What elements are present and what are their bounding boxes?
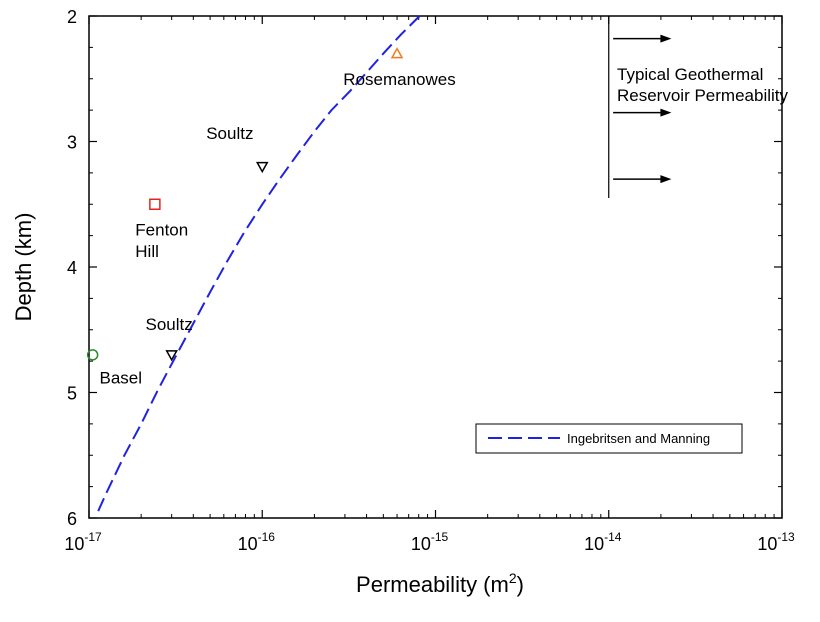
reservoir-label: Typical Geothermal [617, 65, 763, 84]
reservoir-arrow-head [660, 34, 672, 43]
legend-label: Ingebritsen and Manning [567, 431, 710, 446]
annotation-label: Soultz [145, 315, 192, 334]
reservoir-label: Reservoir Permeability [617, 86, 788, 105]
y-axis-title: Depth (km) [11, 213, 36, 322]
x-tick-label: 10-17 [64, 530, 102, 554]
points-layer [86, 47, 404, 362]
y-tick-label: 5 [67, 384, 77, 404]
y-axis-ticks: 2 3 4 5 6 [67, 7, 782, 529]
y-tick-label: 6 [67, 509, 77, 529]
annotation-label: Basel [100, 369, 143, 388]
y-tick-label: 3 [67, 133, 77, 153]
annotation-label: Soultz [206, 124, 253, 143]
x-axis-ticks: 10-17 10-16 10-15 10-14 10-13 [64, 16, 795, 554]
reservoir-arrow-head [660, 175, 672, 184]
curve-layer [95, 15, 421, 516]
data-point-triangle-up [390, 47, 404, 59]
annotation-label: Fenton [135, 221, 188, 240]
x-tick-label: 10-16 [238, 530, 276, 554]
y-tick-label: 2 [67, 7, 77, 27]
data-point-triangle-down [255, 161, 269, 174]
legend: Ingebritsen and Manning [475, 423, 743, 454]
data-point-triangle-down [165, 350, 178, 362]
x-tick-label: 10-14 [584, 530, 622, 554]
x-tick-label: 10-15 [411, 530, 449, 554]
y-tick-label: 4 [67, 258, 77, 278]
annotation-label: Hill [135, 242, 159, 261]
reservoir-arrow-head [660, 108, 672, 117]
data-point-square [149, 198, 161, 210]
annotation-layer: Rosemanowes Soultz Fenton Hill Soultz Basel [100, 70, 456, 388]
reservoir-permeability-marker: Typical Geothermal Reservoir Permeability [608, 16, 788, 198]
annotation-label: Rosemanowes [343, 70, 455, 89]
x-tick-label: 10-13 [757, 530, 795, 554]
ingebritsen-manning-curve [95, 15, 421, 516]
x-axis-title: Permeability (m2) [356, 570, 524, 597]
data-point-circle [86, 349, 99, 361]
